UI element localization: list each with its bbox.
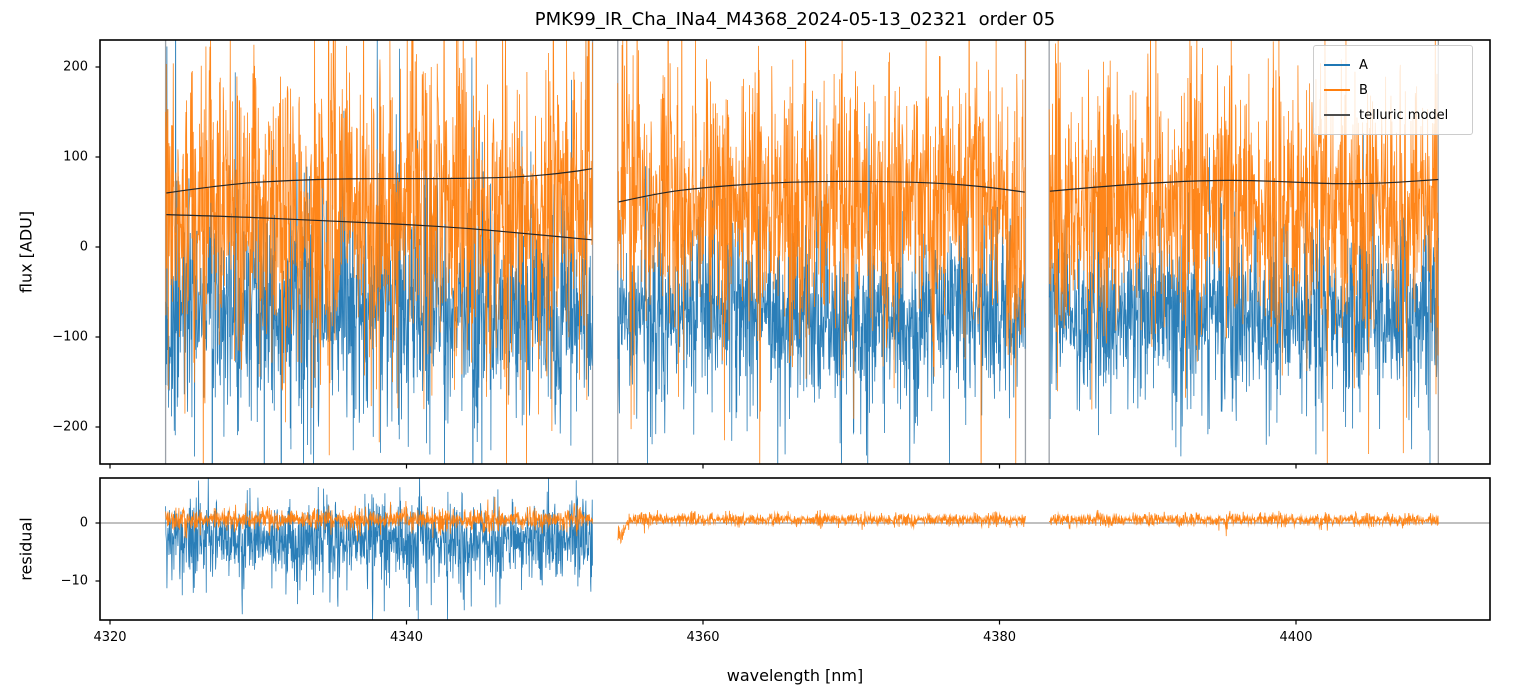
legend-label-telluric: telluric model: [1359, 107, 1449, 123]
flux-tick-label: 100: [63, 149, 88, 165]
flux-tick-label: −100: [52, 329, 88, 345]
x-tick-label: 4320: [93, 630, 127, 645]
flux-tick-label: 200: [63, 59, 88, 75]
legend-label-a: A: [1359, 57, 1368, 73]
flux-tick-label: 0: [79, 239, 88, 255]
x-tick-label: 4400: [1279, 630, 1313, 645]
legend: A B telluric model: [1313, 45, 1473, 135]
residual-tick-label: 0: [79, 515, 88, 531]
plot-title: PMK99_IR_Cha_INa4_M4368_2024-05-13_02321…: [534, 9, 1056, 30]
residual-tick-label: −10: [60, 573, 88, 589]
legend-line-b-icon: [1324, 89, 1350, 91]
x-tick-label: 4380: [982, 630, 1017, 645]
legend-entry-a: A: [1324, 53, 1462, 77]
legend-line-telluric-icon: [1324, 114, 1350, 116]
flux-tick-label: −200: [52, 419, 88, 435]
legend-entry-b: B: [1324, 78, 1462, 102]
x-tick-label: 4340: [389, 630, 424, 645]
legend-entry-telluric: telluric model: [1324, 103, 1462, 127]
x-tick-label: 4360: [686, 630, 720, 645]
wavelength-axis-label: wavelength [nm]: [726, 666, 864, 685]
legend-line-a-icon: [1324, 64, 1350, 66]
legend-label-b: B: [1359, 82, 1368, 98]
